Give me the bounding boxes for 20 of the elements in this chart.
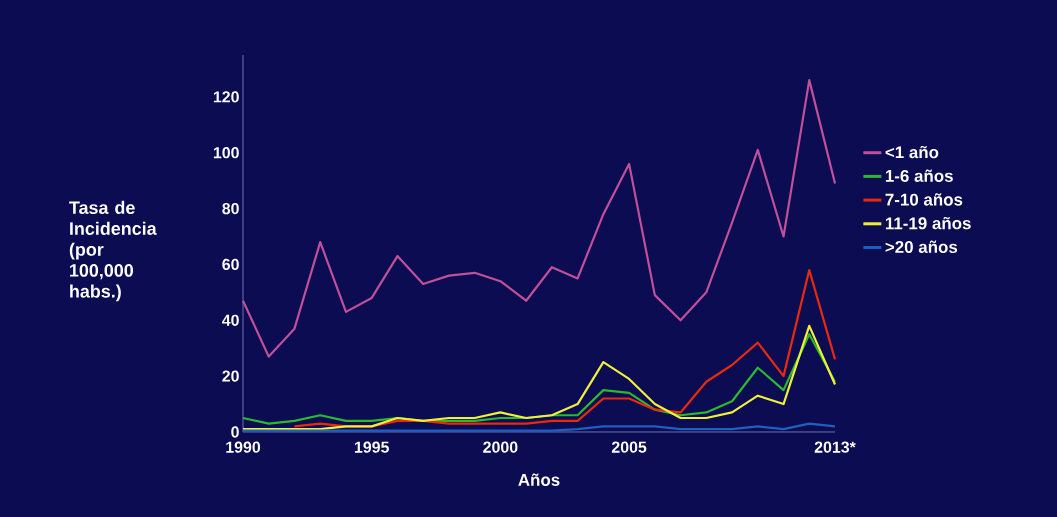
x-tick-label: 2013* bbox=[814, 441, 856, 453]
y-tick-label: 20 bbox=[222, 370, 239, 382]
x-tick-label: 1995 bbox=[354, 441, 389, 453]
line-series bbox=[241, 79, 837, 358]
legend-label: >20 años bbox=[885, 240, 958, 253]
y-tick-label: 80 bbox=[222, 202, 239, 215]
legend-label: 11-19 años bbox=[885, 216, 971, 230]
x-tick-label: 2000 bbox=[483, 441, 518, 453]
y-tick-label: 0 bbox=[231, 426, 239, 438]
y-axis-title: Tasa de Incidencia (por 100,000 habs.) bbox=[69, 200, 157, 302]
y-tick-label: 60 bbox=[222, 258, 239, 271]
x-tick-label: 2005 bbox=[611, 441, 647, 453]
legend-label: 7-10 años bbox=[885, 193, 963, 206]
y-tick-label: 120 bbox=[213, 91, 239, 103]
x-tick-label: 1990 bbox=[226, 441, 261, 453]
legend-label: <1 año bbox=[885, 145, 939, 159]
legend-label: 1-6 años bbox=[885, 169, 953, 182]
y-tick-label: 40 bbox=[221, 314, 239, 326]
y-tick-label: 100 bbox=[213, 147, 239, 159]
x-axis-title: Años bbox=[518, 473, 560, 486]
